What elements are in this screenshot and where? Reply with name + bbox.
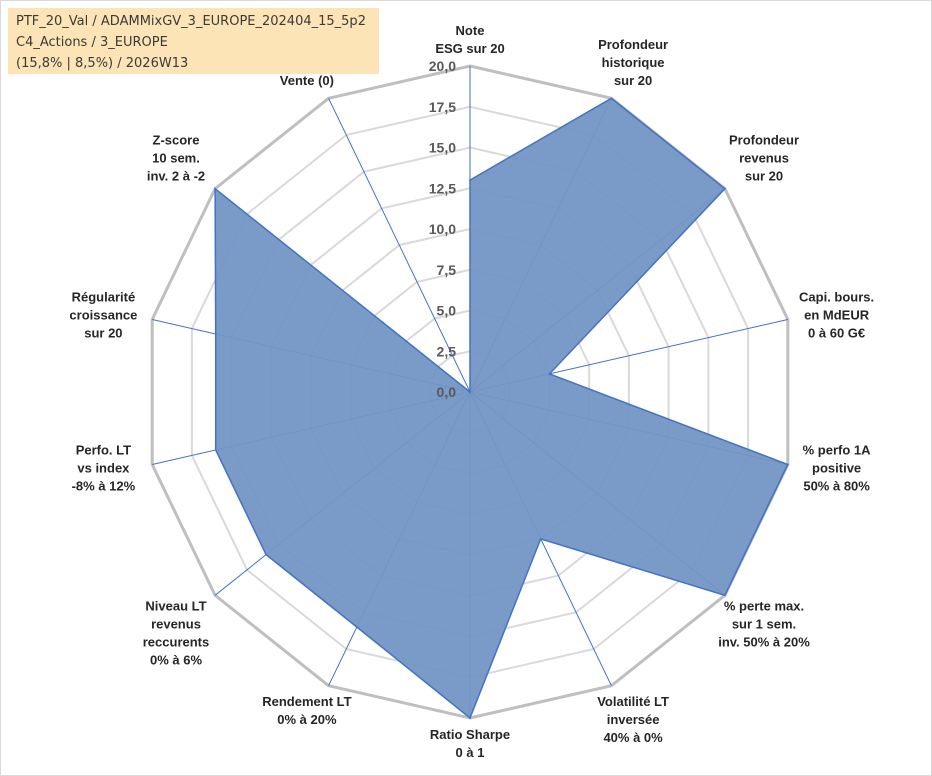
tick-label: 17,5 (429, 99, 456, 115)
axis-labels: Note ESG sur 20 Profondeur historique sur 20… (69, 23, 874, 760)
axis-label-line: Perfo. LT (76, 443, 131, 458)
tick-label: 5,0 (437, 303, 457, 319)
axis-label-line: sur 20 (84, 326, 122, 341)
tick-label: 7,5 (437, 262, 457, 278)
axis-label-line: Régularité (72, 290, 136, 305)
axis-label-line: 40% à 0% (603, 730, 663, 745)
series-point (548, 373, 551, 375)
tick-label: 15,0 (429, 140, 456, 156)
axis-label-line: 10 sem. (152, 151, 200, 166)
axis-label-line: 0 à 60 G€ (808, 326, 865, 341)
series-point (265, 553, 267, 556)
axis-label-line: reccurents (143, 635, 209, 650)
axis-label-line: sur 20 (614, 73, 652, 88)
axis-label-line: sur 20 (745, 169, 783, 184)
axis-label-line: revenus (739, 151, 789, 166)
series-polygon (214, 97, 789, 720)
series-area (214, 97, 789, 720)
portfolio-info-box: PTF_20_Val / ADAMMixGV_3_EUROPE_202404_1… (8, 8, 379, 74)
axis-label-line: Profondeur (729, 133, 799, 148)
series-point (214, 449, 217, 451)
series-point (610, 97, 613, 100)
axis-label-line: inv. 50% à 20% (718, 635, 810, 650)
axis-label-line: historique (602, 55, 665, 70)
info-line-portfolio: PTF_20_Val / ADAMMixGV_3_EUROPE_202404_1… (16, 14, 366, 29)
series-point (214, 187, 216, 190)
axis-spoke (328, 98, 471, 393)
series-point (469, 179, 471, 181)
axis-label-line: % perfo 1A (803, 443, 872, 458)
axis-label-line: 50% à 80% (803, 479, 870, 494)
series-point (469, 391, 471, 393)
axis-label-line: Note (456, 23, 485, 38)
axis-label-line: Volatilité LT (597, 694, 669, 709)
axis-label-line: Rendement LT (262, 694, 351, 709)
axis-label-line: Z-score (153, 133, 200, 148)
series-point (724, 187, 726, 190)
series-point (787, 463, 789, 466)
axis-label-line: % perte max. (724, 599, 804, 614)
series-point (469, 717, 471, 719)
axis-label-line: en MdEUR (804, 308, 870, 323)
axis-label-line: 0% à 20% (277, 712, 337, 727)
series-point (214, 333, 217, 335)
axis-label-line: vs index (77, 461, 130, 476)
axis-label-line: Profondeur (598, 37, 668, 52)
axis-label-line: sur 1 sem. (732, 617, 796, 632)
radial-tick-labels: 0,0 2,5 5,0 7,5 10,0 12,5 15,0 17,5 20,0 (429, 58, 456, 400)
axis-label-line: revenus (151, 617, 201, 632)
axis-label-line: Ratio Sharpe (430, 727, 510, 742)
series-point (356, 626, 358, 628)
axis-label-line: -8% à 12% (72, 479, 136, 494)
axis-label-line: positive (812, 461, 861, 476)
info-line-stats: (15,8% | 8,5%) / 2026W13 (16, 56, 189, 71)
tick-label: 0,0 (437, 384, 457, 400)
axis-label-line: inversée (607, 712, 660, 727)
axis-label-line: 0% à 6% (150, 653, 202, 668)
tick-label: 2,5 (437, 343, 457, 359)
axis-label-line: croissance (69, 308, 137, 323)
tick-label: 12,5 (429, 180, 456, 196)
axis-label-line: Vente (0) (280, 73, 334, 88)
series-point (724, 594, 726, 597)
info-line-category: C4_Actions / 3_EUROPE (16, 35, 168, 50)
axis-label-line: Capi. bours. (799, 290, 874, 305)
axis-label-line: inv. 2 à -2 (147, 169, 205, 184)
tick-label: 20,0 (429, 58, 456, 74)
axis-label-line: ESG sur 20 (435, 41, 504, 56)
axis-label-line: Niveau LT (145, 599, 206, 614)
axis-label-line: 0 à 1 (456, 745, 485, 760)
tick-label: 10,0 (429, 221, 456, 237)
series-point (539, 538, 542, 540)
